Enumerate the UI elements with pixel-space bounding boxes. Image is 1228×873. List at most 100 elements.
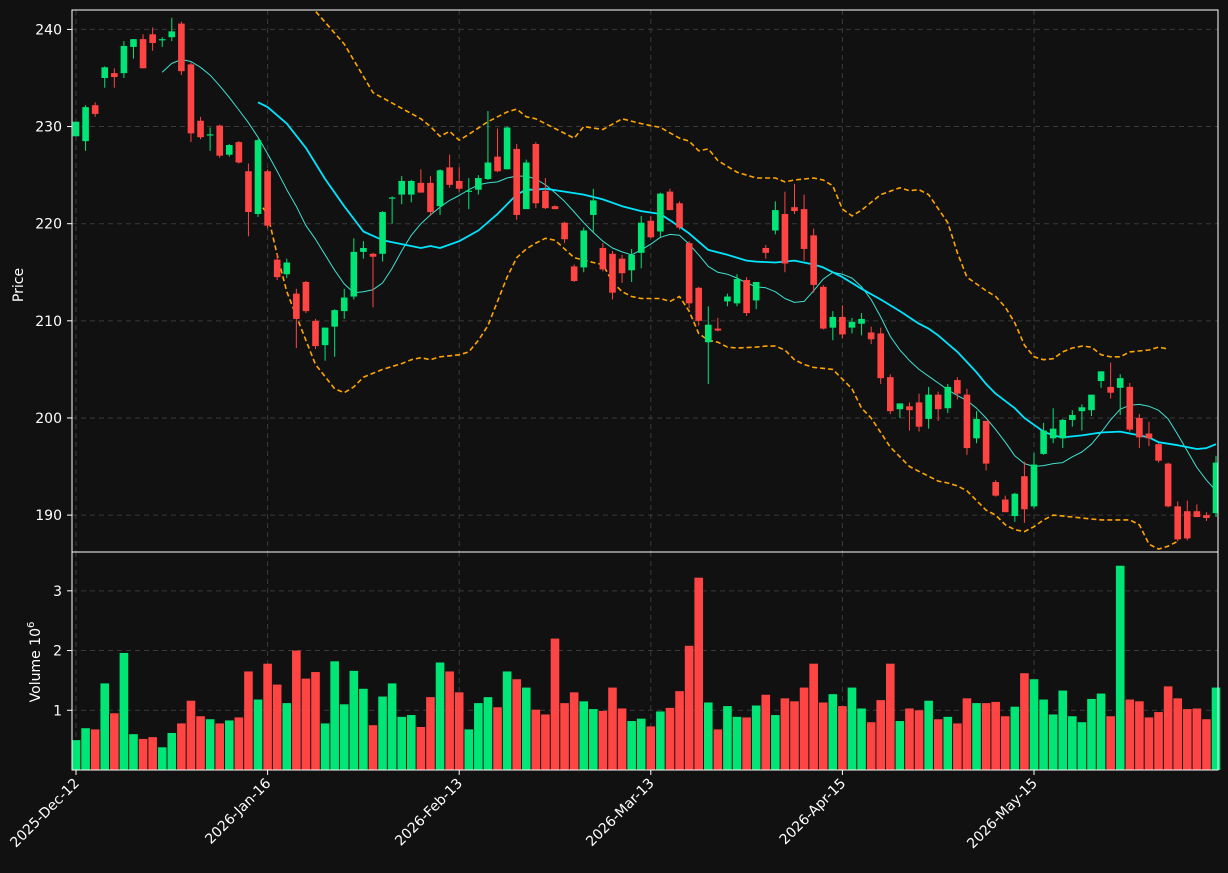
candle	[570, 264, 578, 282]
candle-body	[858, 318, 865, 324]
volume-bar	[1087, 698, 1096, 770]
candle	[398, 176, 406, 205]
volume-bar	[282, 703, 292, 770]
candle-body	[551, 206, 559, 210]
candle	[82, 105, 89, 151]
candle	[829, 311, 837, 341]
volume-bar	[828, 694, 838, 770]
candle-body	[293, 293, 300, 319]
candle	[321, 327, 329, 361]
candle	[1183, 500, 1191, 541]
volume-bar	[656, 711, 665, 770]
candle-body	[906, 406, 913, 411]
candle	[819, 284, 827, 330]
candle-body	[618, 258, 626, 274]
candle-body	[1145, 433, 1153, 439]
candle-body	[522, 162, 530, 210]
candle-body	[465, 190, 473, 192]
volume-panel-frame	[71, 551, 1219, 771]
volume-bar	[933, 719, 943, 770]
volume-bar	[205, 719, 215, 770]
candle	[906, 402, 913, 431]
candle	[1011, 492, 1019, 522]
volume-bar	[560, 703, 569, 770]
candle	[973, 411, 980, 444]
candle	[704, 306, 712, 384]
candle	[522, 159, 530, 210]
candle	[628, 248, 635, 282]
candle-body	[340, 297, 348, 312]
volume-bar	[569, 692, 579, 770]
volume-bar	[454, 692, 464, 770]
candle-body	[1021, 476, 1028, 510]
volume-bar	[1192, 708, 1202, 770]
candle	[781, 191, 789, 273]
candle	[369, 252, 377, 308]
volume-bar	[435, 662, 445, 770]
candle-body	[1203, 515, 1210, 519]
candle-body	[408, 180, 415, 195]
candle	[408, 179, 415, 203]
candle-body	[379, 212, 386, 254]
candle-body	[609, 253, 616, 293]
candle-body	[206, 134, 214, 136]
candle-body	[1097, 371, 1105, 382]
volume-bar	[1077, 722, 1087, 770]
candle-body	[887, 377, 894, 412]
volume-bar	[1163, 686, 1173, 770]
candle-body	[216, 125, 223, 156]
candle	[1155, 443, 1162, 463]
volume-bar	[684, 645, 694, 770]
price-tick-label: 240	[35, 22, 62, 38]
volume-bar	[694, 577, 703, 770]
volume-bar	[627, 721, 636, 770]
volume-bar	[148, 737, 157, 770]
candle-body	[158, 39, 166, 41]
candle	[120, 41, 128, 78]
candle	[475, 175, 482, 195]
volume-bar	[129, 734, 138, 770]
candle-body	[120, 45, 128, 74]
volume-bar	[110, 713, 119, 770]
candle	[1212, 455, 1218, 518]
candle-body	[427, 182, 434, 213]
volume-bar	[502, 671, 512, 770]
volume-bar	[761, 694, 771, 770]
candle-body	[992, 482, 999, 496]
volume-bar	[866, 722, 876, 770]
candle	[494, 128, 501, 173]
candle-body	[1001, 499, 1009, 513]
volume-axis-title: Volume 106	[26, 622, 44, 703]
candle	[599, 243, 607, 272]
volume-bar	[608, 687, 617, 770]
candle	[1145, 421, 1153, 447]
candle-body	[235, 142, 243, 163]
volume-bar	[416, 726, 426, 770]
volume-bar	[598, 710, 608, 770]
volume-bar	[972, 703, 981, 770]
candle	[676, 201, 683, 230]
candle-body	[657, 193, 664, 232]
volume-bar	[1048, 714, 1058, 770]
volume-bar	[799, 687, 809, 770]
volume-bar	[1020, 673, 1029, 770]
candle	[225, 144, 233, 157]
candle	[254, 139, 262, 217]
candle	[992, 480, 999, 497]
candle-body	[676, 203, 683, 228]
candle	[1049, 408, 1057, 444]
volume-bar	[263, 663, 272, 770]
candle-body	[867, 332, 875, 340]
volume-bar	[665, 707, 675, 770]
candle	[791, 183, 798, 214]
candle-body	[1116, 378, 1124, 388]
price-tick-label: 200	[35, 411, 62, 427]
candle-body	[666, 191, 674, 211]
candle	[427, 176, 434, 216]
candle	[130, 39, 137, 59]
candle	[139, 34, 147, 69]
candle	[340, 288, 348, 319]
candle-body	[1155, 444, 1162, 461]
volume-bar	[1182, 709, 1192, 770]
